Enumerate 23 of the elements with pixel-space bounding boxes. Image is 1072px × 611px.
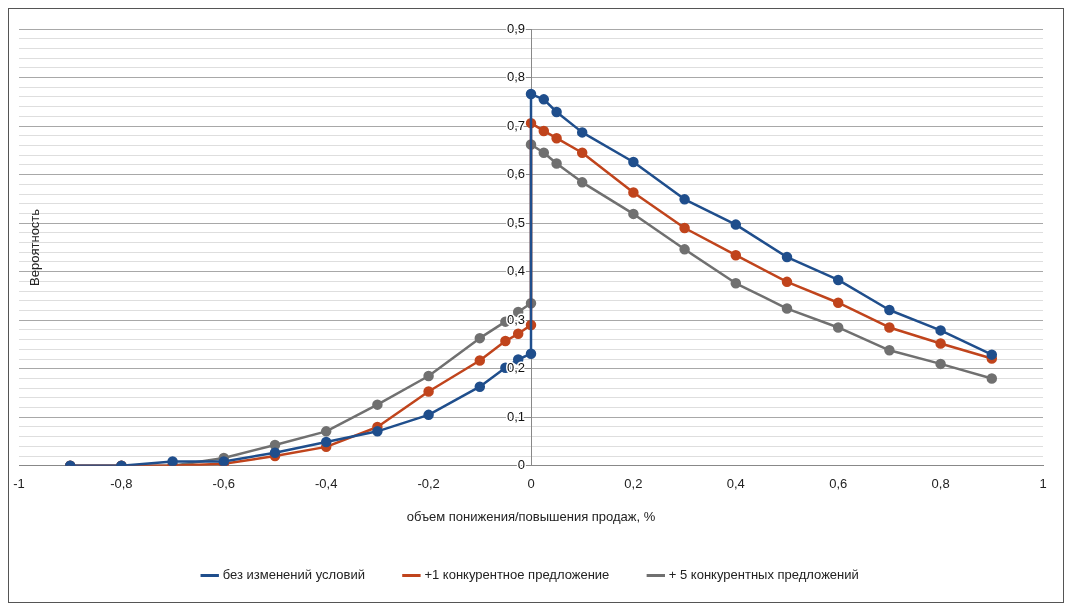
x-tick-label: -0,2: [417, 476, 440, 492]
y-tick-label: 0,1: [506, 408, 525, 424]
y-tick-label: 0,9: [506, 20, 525, 36]
x-tick-label: -0,4: [315, 476, 338, 492]
x-tick-label: 0,4: [726, 476, 745, 492]
x-tick-label: 1: [1039, 476, 1047, 492]
y-tick-label: 0,7: [506, 117, 525, 133]
x-tick-label: 0: [527, 476, 535, 492]
x-tick-label: 0,8: [931, 476, 950, 492]
x-axis-title: объем понижения/повышения продаж, %: [406, 508, 656, 524]
y-axis-title: Вероятность: [26, 208, 42, 286]
x-tick-label: 0,6: [829, 476, 848, 492]
y-tick-label: 0,4: [506, 263, 525, 279]
legend-label: + 5 конкурентных предложений: [668, 567, 859, 583]
x-tick-label: -1: [13, 476, 25, 492]
x-tick-label: -0,6: [212, 476, 235, 492]
legend-label: без изменений условий: [222, 567, 365, 583]
x-tick-label: 0,2: [624, 476, 643, 492]
y-tick-label: 0,8: [506, 69, 525, 85]
y-tick-label: 0,6: [506, 166, 525, 182]
y-tick-label: 0,5: [506, 214, 525, 230]
legend-label: +1 конкурентное предложение: [424, 567, 610, 583]
x-tick-label: -0,8: [110, 476, 133, 492]
